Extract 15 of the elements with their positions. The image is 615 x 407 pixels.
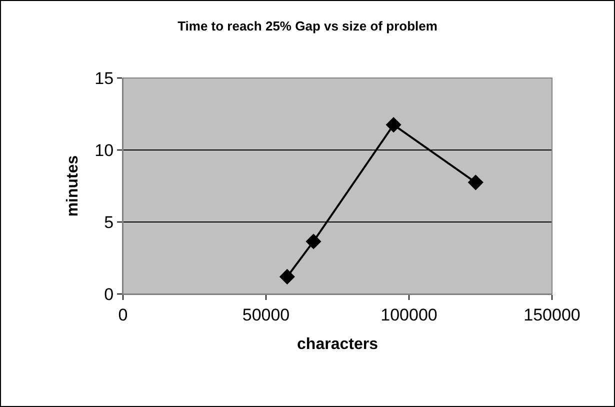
x-tick-label: 100000 [380, 305, 438, 324]
y-tick-label: 5 [104, 212, 114, 232]
y-tick-label: 15 [94, 68, 114, 88]
point [306, 234, 322, 250]
y-tick-label: 0 [104, 284, 114, 304]
x-tick-label: 0 [118, 305, 128, 324]
y-tick-label: 10 [94, 140, 114, 160]
x-tick-label: 150000 [524, 305, 580, 324]
point [468, 174, 484, 190]
point [279, 268, 295, 285]
chart-title: Time to reach 25% Gap vs size of problem [178, 18, 438, 34]
y-axis-title: minutes [64, 155, 82, 217]
point [386, 117, 402, 133]
x-tick-label: 50000 [242, 305, 290, 324]
x-axis-title: characters [297, 336, 378, 354]
